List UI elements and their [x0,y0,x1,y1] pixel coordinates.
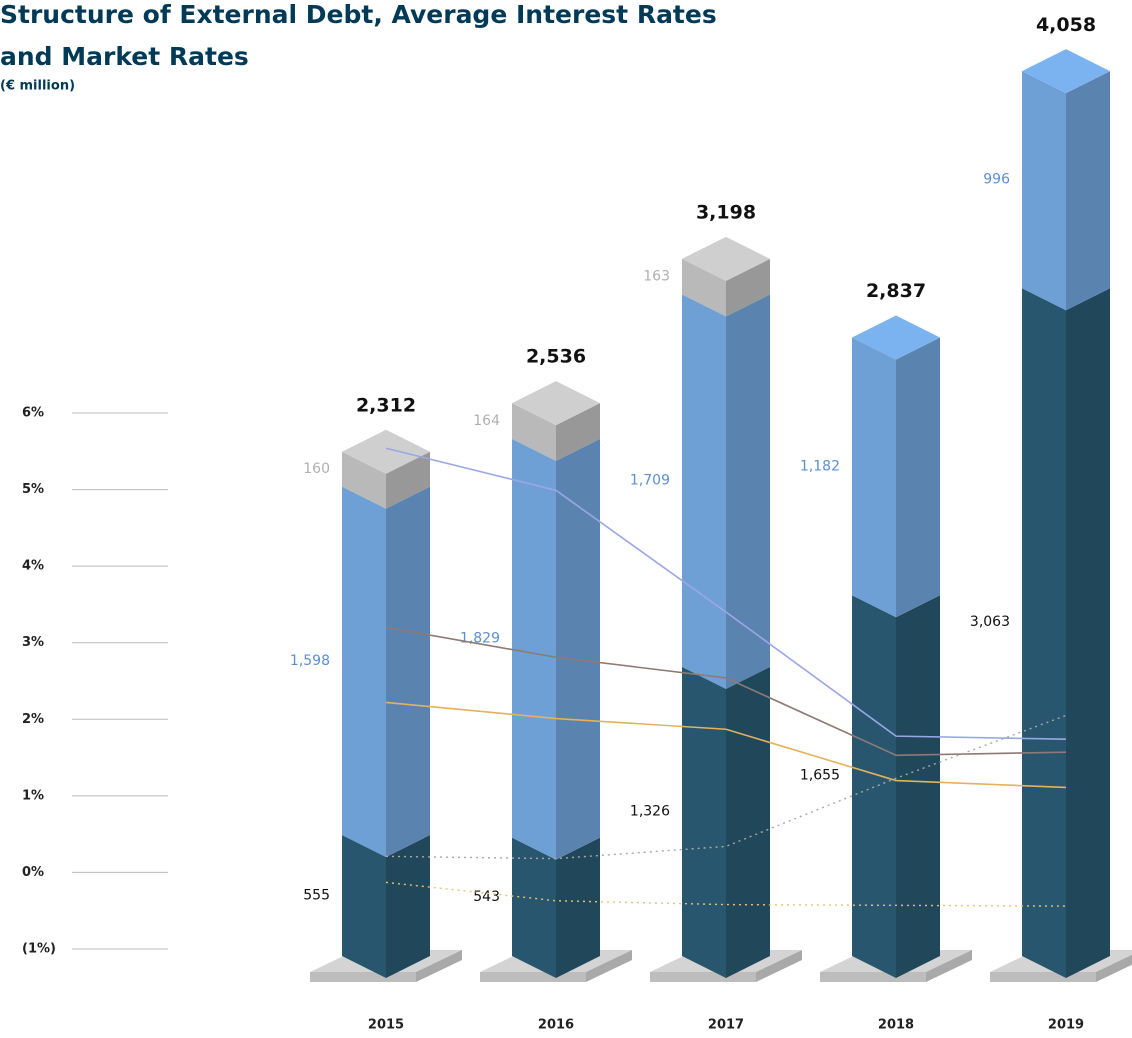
bar-segment-left [512,403,556,461]
segment-label: 163 [643,269,670,285]
bar-base-side [650,972,756,982]
bar-segment-left [1022,288,1066,978]
segment-label: 996 [983,172,1010,188]
bar-base-side [1096,954,1132,982]
bar-segment-left [512,438,556,860]
bar-base-side [480,972,586,982]
x-tick-label: 2017 [708,1018,744,1033]
bar-base-side [586,950,632,982]
bar-segment-left [682,666,726,978]
chart-title: Structure of External Debt, Average Inte… [0,0,717,29]
chart-subtitle: (€ million) [0,79,75,94]
y-tick-label: 1% [22,788,44,803]
x-tick-label: 2019 [1048,1018,1084,1033]
rate-line [385,701,1067,789]
bar-base-side [820,972,926,982]
bar-segment-right [726,258,770,317]
bar-segment-left [682,258,726,317]
rate-line [385,626,1067,757]
segment-label: 1,709 [630,473,670,489]
bar-segment-right [726,294,770,689]
segment-label: 555 [303,888,330,904]
bar-segment-right [386,451,430,509]
bar-segment-left [852,595,896,978]
bar-base-side [990,972,1096,982]
bar-top [342,429,430,474]
bar-base-side [310,972,416,982]
segment-label: 1,598 [290,653,330,669]
segment-label: 1,182 [800,458,840,474]
bar-segment-right [1066,288,1110,978]
segment-label: 164 [473,413,500,429]
x-tick-label: 2018 [878,1018,914,1033]
total-label: 2,837 [866,280,926,302]
bar-base-side [926,950,972,982]
total-label: 2,312 [356,394,416,416]
bar-top [682,236,770,281]
bar-segment-left [682,294,726,689]
bar-segment-right [386,486,430,858]
bar-segment-right [556,403,600,461]
bar-segment-right [896,337,940,618]
y-tick-label: 4% [22,559,44,574]
y-tick-label: 6% [22,406,44,421]
bar-segment-right [726,666,770,978]
bar-segment-left [852,337,896,618]
x-tick-label: 2015 [368,1018,404,1033]
bar-segment-right [556,438,600,860]
bar-base-side [416,950,462,982]
bar-segment-left [512,837,556,978]
bar-top [852,315,940,360]
y-tick-label: 5% [22,482,44,497]
bar-segment-right [556,837,600,978]
segment-label: 1,326 [630,803,670,819]
bar-segment-right [386,835,430,978]
y-tick-label: (1%) [22,942,56,957]
bar-base-side [756,950,802,982]
bar-segment-right [1066,71,1110,311]
x-tick-label: 2016 [538,1018,574,1033]
bar-segment-left [1022,71,1066,311]
total-label: 4,058 [1036,14,1096,36]
bar-segment-left [342,486,386,858]
y-tick-label: 0% [22,865,44,880]
segment-label: 3,063 [970,614,1010,630]
bar-segment-right [896,595,940,978]
total-label: 2,536 [526,346,586,368]
chart-title-line2: and Market Rates [0,42,249,71]
segment-label: 543 [473,889,500,905]
y-tick-label: 3% [22,635,44,650]
rate-line [385,447,1067,740]
y-tick-label: 2% [22,712,44,727]
bar-segment-left [342,451,386,509]
segment-label: 1,655 [800,768,840,784]
total-label: 3,198 [696,201,756,223]
bar-segment-left [342,835,386,978]
bar-top [1022,49,1110,94]
bar-top [512,381,600,426]
segment-label: 160 [303,461,330,477]
